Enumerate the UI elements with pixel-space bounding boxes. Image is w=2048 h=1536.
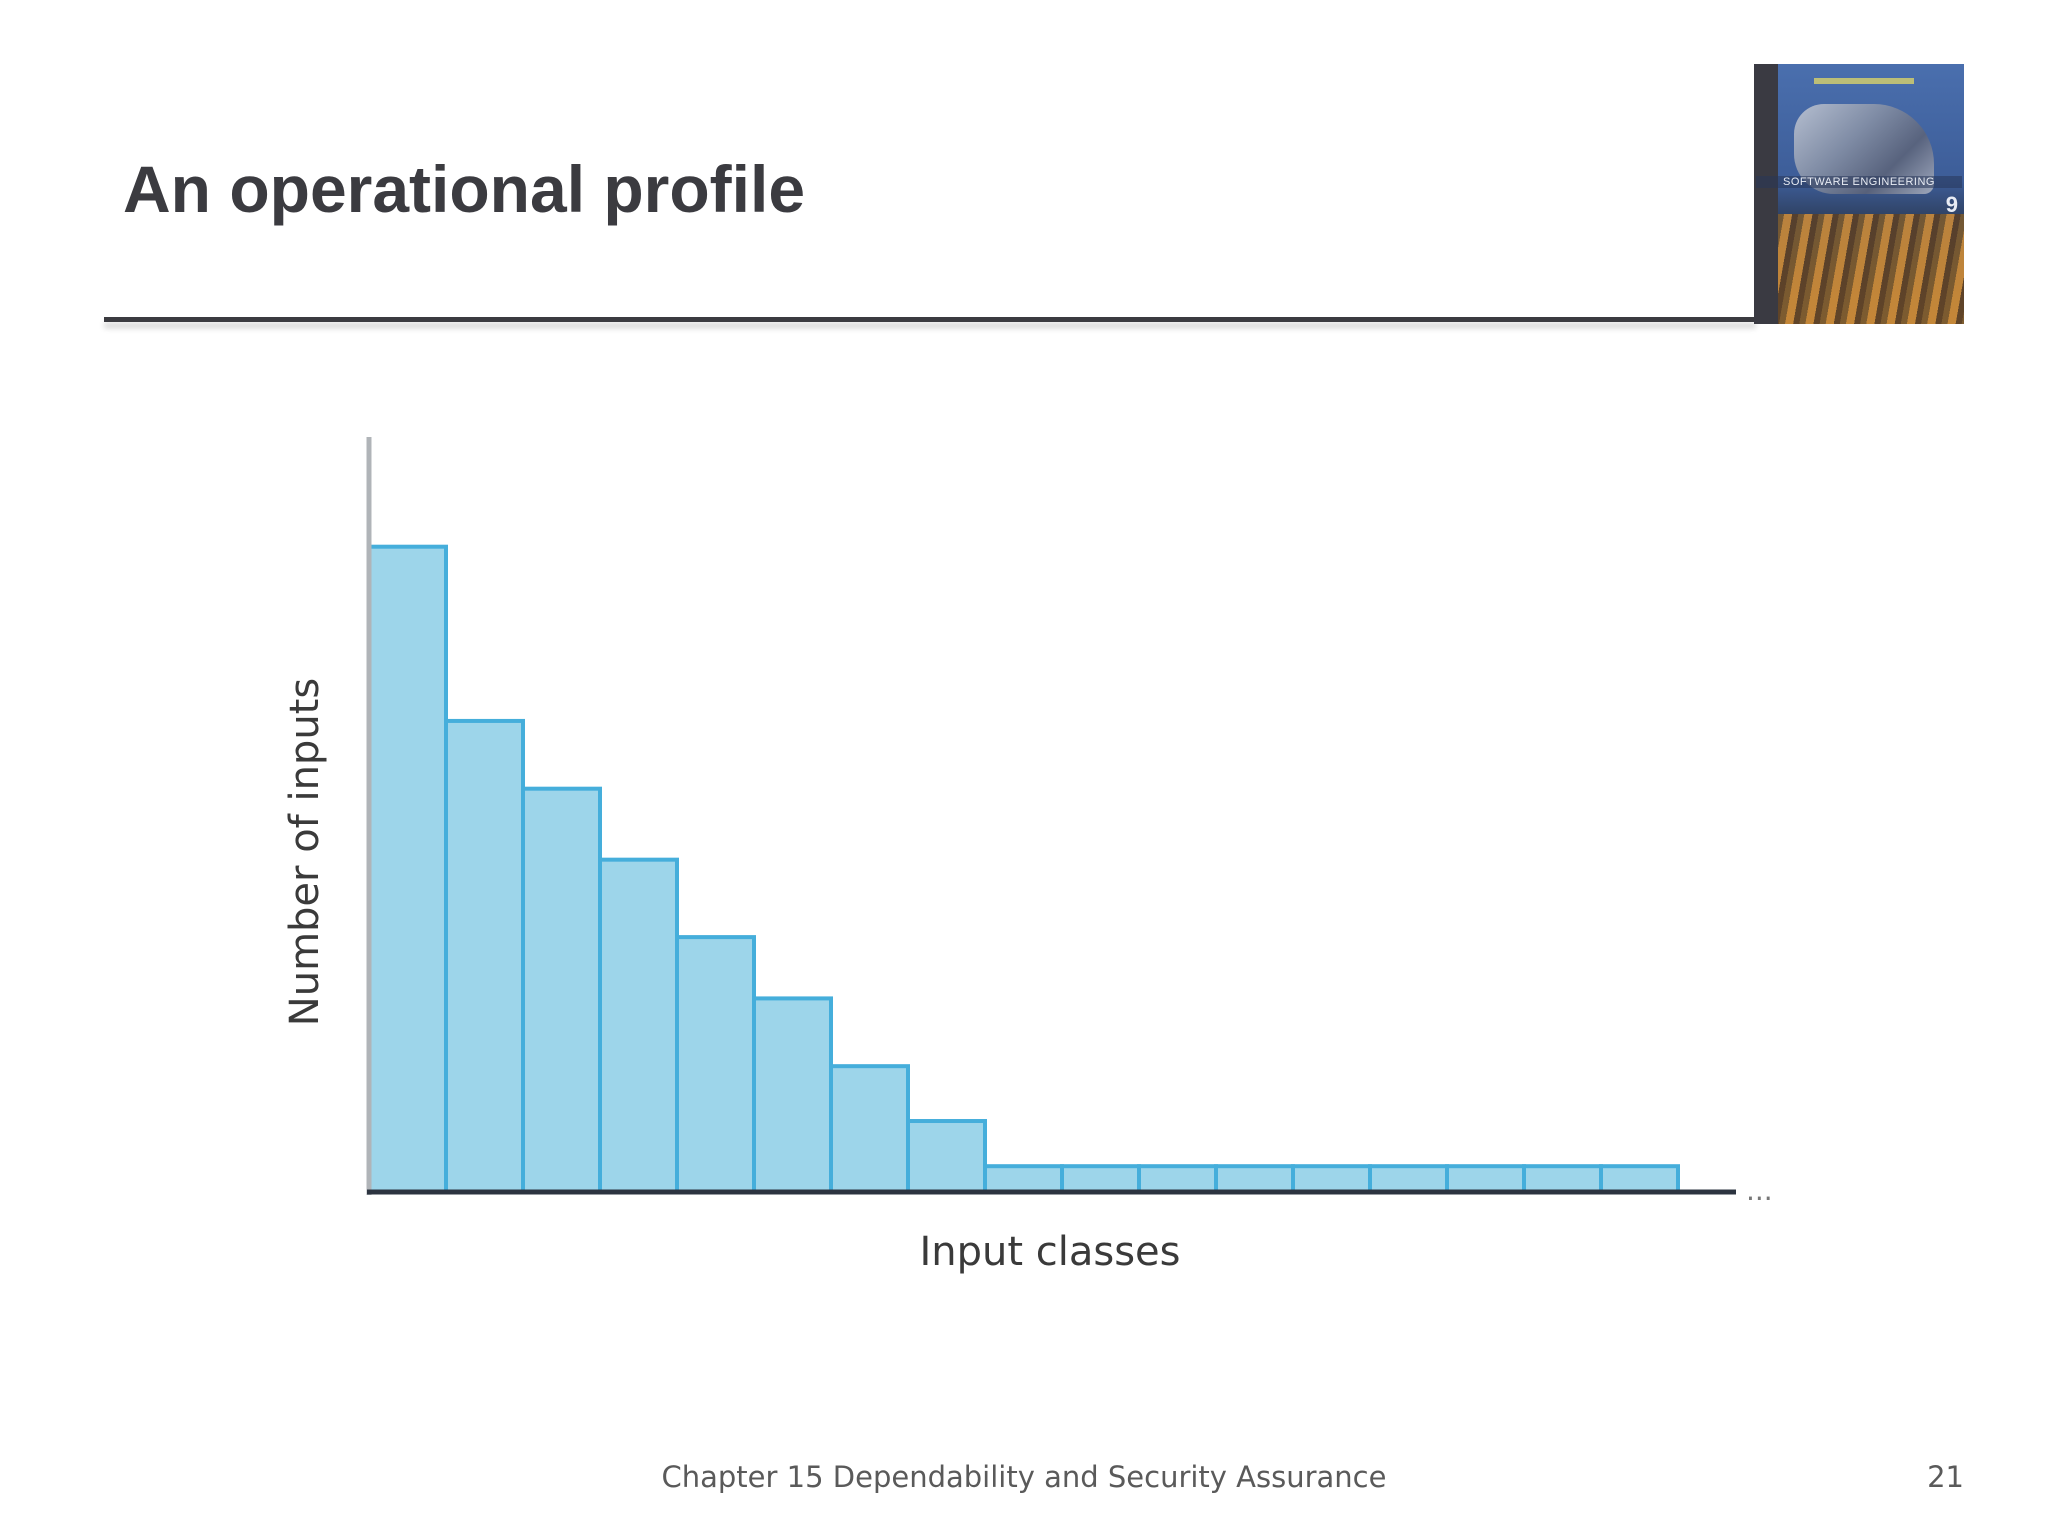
- title-divider: [104, 317, 1756, 322]
- bar-9: [983, 1164, 1064, 1194]
- y-axis-label: Number of inputs: [282, 678, 328, 1026]
- bar-6: [752, 996, 833, 1195]
- cover-lower-image: [1778, 214, 1964, 324]
- bar-16: [1522, 1164, 1603, 1194]
- page-title: An operational profile: [123, 152, 806, 226]
- bar-13: [1291, 1164, 1372, 1194]
- bar-4: [598, 857, 679, 1195]
- book-cover-image: SOFTWARE ENGINEERING 9: [1754, 64, 1964, 324]
- bars-group: [367, 544, 1680, 1195]
- page-number: 21: [1927, 1460, 1964, 1494]
- book-edition: 9: [1945, 192, 1958, 217]
- bar-3: [521, 786, 602, 1194]
- bar-12: [1214, 1164, 1295, 1194]
- bar-8: [906, 1119, 987, 1194]
- bar-15: [1445, 1164, 1526, 1194]
- x-axis-label: Input classes: [919, 1229, 1180, 1275]
- bar-14: [1368, 1164, 1449, 1194]
- slide-footer: Chapter 15 Dependability and Security As…: [661, 1460, 1387, 1494]
- bar-7: [829, 1064, 910, 1194]
- book-cover-title: SOFTWARE ENGINEERING: [1756, 176, 1962, 188]
- bar-2: [444, 718, 525, 1195]
- bar-17: [1599, 1164, 1680, 1194]
- bar-11: [1137, 1164, 1218, 1194]
- bar-10: [1060, 1164, 1141, 1194]
- bar-5: [675, 935, 756, 1194]
- continuation-dots: ...: [1746, 1174, 1773, 1207]
- cover-top-band: [1814, 78, 1914, 84]
- book-spine: [1754, 64, 1778, 324]
- bar-1: [367, 544, 448, 1194]
